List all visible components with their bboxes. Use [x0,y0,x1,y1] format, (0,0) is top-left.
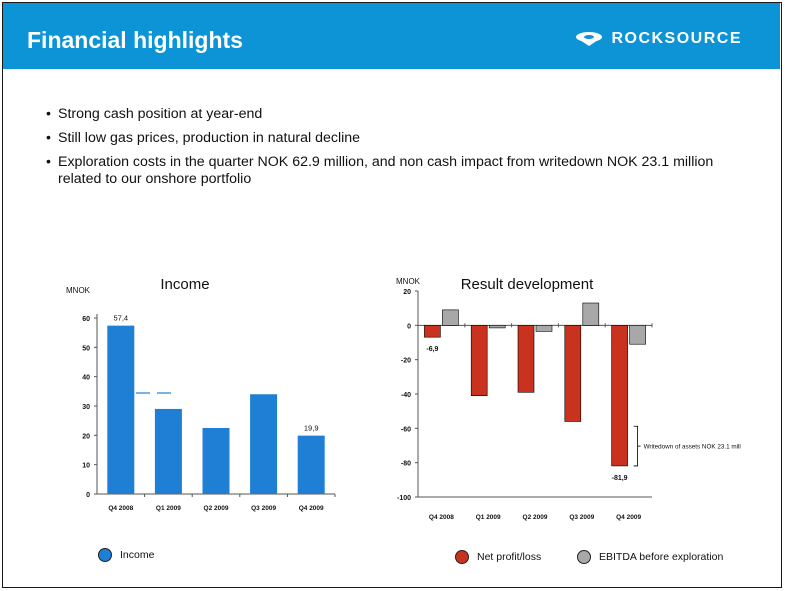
y-tick-label: 10 [82,463,90,470]
result-legend-ebitda: EBITDA before exploration [577,550,723,564]
chart-title: Result development [461,276,594,293]
bar-net-profit [424,325,441,338]
bar-ebitda [582,302,600,326]
bullet-item: Still low gas prices, production in natu… [46,130,738,147]
data-label: -81,9 [612,475,628,482]
legend-label-income: Income [120,549,155,561]
y-axis-unit: MNOK [66,286,91,295]
x-tick-label: Q4 2008 [429,514,454,521]
y-tick-label: 60 [82,316,90,323]
x-tick-label: Q2 2009 [523,514,548,521]
bullet-item: Exploration costs in the quarter NOK 62.… [46,154,738,188]
bar-net-profit [564,325,582,422]
y-tick-label: 0 [407,323,411,330]
y-tick-label: -40 [401,392,411,399]
bar-income [202,428,230,494]
rocksource-logo-icon [576,32,603,46]
bar-ebitda [535,325,553,332]
result-legend-net-profit: Net profit/loss [455,550,541,564]
y-tick-label: 0 [86,492,90,499]
x-tick-label: Q3 2009 [251,505,276,512]
bar-income [107,325,135,494]
bar-net-profit [611,325,628,467]
y-tick-label: -60 [401,426,411,433]
bullet-item: Strong cash position at year-end [46,106,738,123]
legend-label-ebitda: EBITDA before exploration [599,551,724,563]
bullet-list: Strong cash position at year-end Still l… [46,106,738,195]
slide-title: Financial highlights [27,27,243,53]
legend-swatch-income [98,548,112,562]
x-tick-label: Q4 2009 [616,514,641,521]
rocksource-logo: ROCKSOURCE [575,30,742,48]
annotation-bracket [633,425,638,467]
x-tick-label: Q1 2009 [156,505,181,512]
data-label: 57,4 [113,314,128,323]
bar-income [154,408,182,494]
x-tick-label: Q4 2008 [108,505,133,512]
data-label: 19,9 [304,424,319,433]
x-tick-label: Q3 2009 [569,514,594,521]
x-tick-label: Q1 2009 [476,514,501,521]
y-tick-label: 50 [82,345,90,352]
y-tick-label: 20 [403,289,411,296]
y-axis-unit: MNOK [396,277,421,286]
x-tick-label: Q2 2009 [204,505,229,512]
x-tick-label: Q4 2009 [299,505,324,512]
legend-swatch-ebitda [577,550,591,564]
slide-header: Financial highlights ROCKSOURCE [3,3,780,69]
y-tick-label: 40 [82,375,90,382]
y-tick-label: 30 [82,404,90,411]
y-tick-label: -80 [401,461,411,468]
data-label: -6,9 [426,346,438,353]
legend-label-net-profit: Net profit/loss [477,551,542,563]
chart-title: Income [160,276,209,293]
bar-ebitda [629,325,646,345]
bar-net-profit [470,325,488,397]
logo-text: ROCKSOURCE [611,30,742,47]
legend-swatch-net-profit [455,550,469,564]
y-tick-label: -100 [397,495,411,502]
bar-income [250,394,278,494]
annotation-text: Writedown of assets NOK 23.1 mill [644,444,741,451]
bar-ebitda [442,309,459,326]
income-legend: Income [98,548,154,562]
bar-ebitda [488,325,506,329]
bar-net-profit [517,325,535,393]
y-tick-label: 20 [82,433,90,440]
bar-income [297,435,325,494]
y-tick-label: -20 [401,358,411,365]
